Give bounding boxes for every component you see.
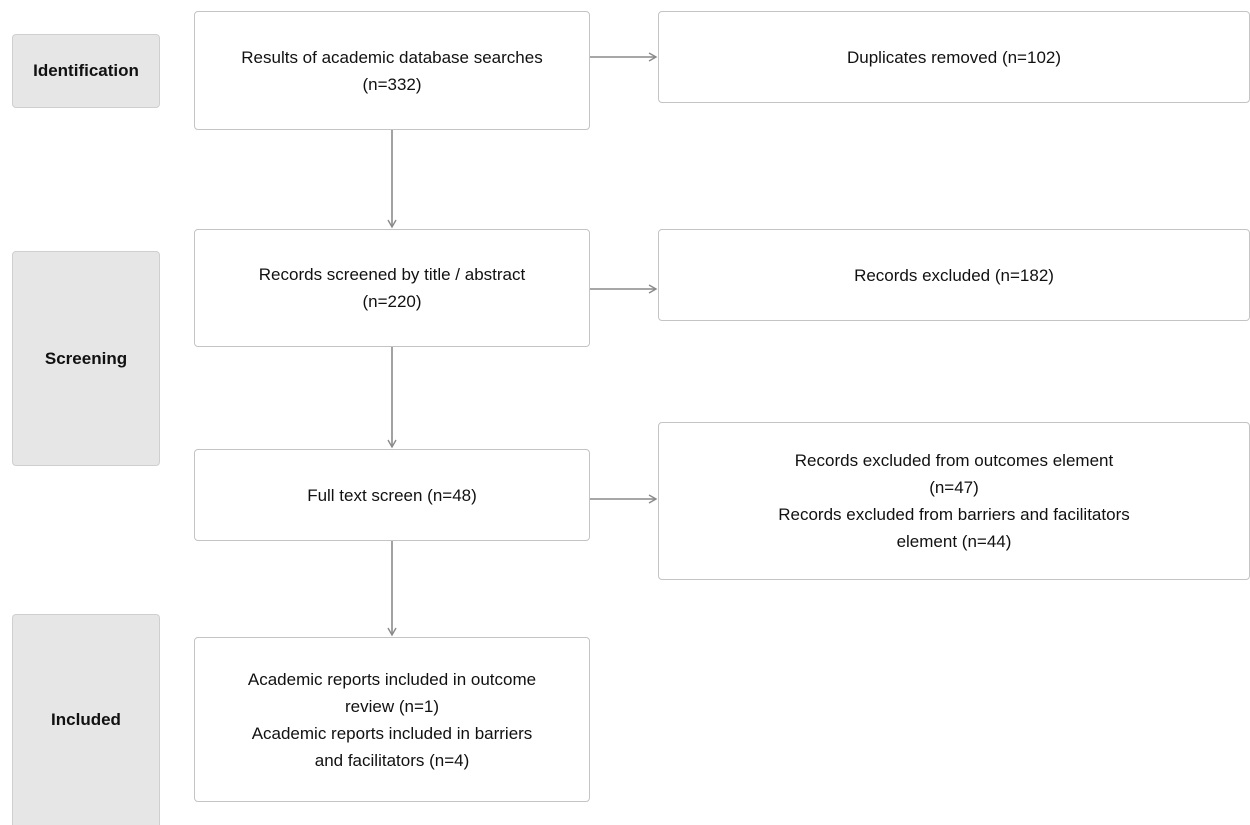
stage-screening-label: Screening [44, 348, 128, 368]
title-abstract-screen-box: Records screened by title / abstract (n=… [194, 229, 590, 347]
title-abstract-screen-text: Records screened by title / abstract (n=… [258, 265, 526, 311]
excluded-barriers-text: Records excluded from barriers and facil… [778, 505, 1130, 551]
included-reports-box: Academic reports included in outcome rev… [194, 637, 590, 802]
stage-included: Included [12, 614, 160, 825]
records-excluded-text: Records excluded (n=182) [854, 265, 1054, 285]
database-results-box: Results of academic database searches (n… [194, 11, 590, 130]
full-text-screen-box: Full text screen (n=48) [194, 449, 590, 541]
full-text-exclusions-box: Records excluded from outcomes element (… [658, 422, 1250, 580]
duplicates-removed-text: Duplicates removed (n=102) [846, 47, 1062, 67]
stage-screening: Screening [12, 251, 160, 466]
database-results-text: Results of academic database searches (n… [241, 47, 543, 94]
stage-identification: Identification [12, 34, 160, 108]
records-excluded-box: Records excluded (n=182) [658, 229, 1250, 321]
stage-included-label: Included [51, 710, 121, 729]
excluded-outcomes-text: Records excluded from outcomes element (… [794, 451, 1114, 497]
included-outcome-text: Academic reports included in outcome rev… [247, 669, 537, 716]
full-text-screen-text: Full text screen (n=48) [307, 485, 477, 505]
stage-identification-label: Identification [33, 61, 139, 80]
duplicates-removed-box: Duplicates removed (n=102) [658, 11, 1250, 103]
included-barriers-text: Academic reports included in barriers an… [251, 723, 533, 770]
